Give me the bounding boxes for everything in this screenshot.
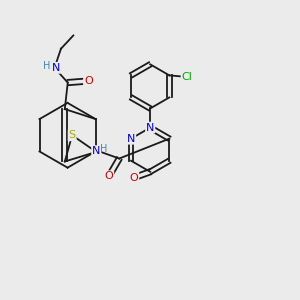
Text: N: N bbox=[52, 63, 60, 73]
Text: O: O bbox=[130, 173, 138, 183]
Text: O: O bbox=[84, 76, 93, 86]
Text: H: H bbox=[44, 61, 51, 71]
Text: O: O bbox=[105, 171, 113, 181]
Text: H: H bbox=[100, 144, 107, 154]
Text: N: N bbox=[92, 146, 100, 156]
Text: S: S bbox=[69, 130, 76, 140]
Text: Cl: Cl bbox=[182, 72, 192, 82]
Text: N: N bbox=[146, 123, 154, 133]
Text: N: N bbox=[127, 134, 135, 144]
